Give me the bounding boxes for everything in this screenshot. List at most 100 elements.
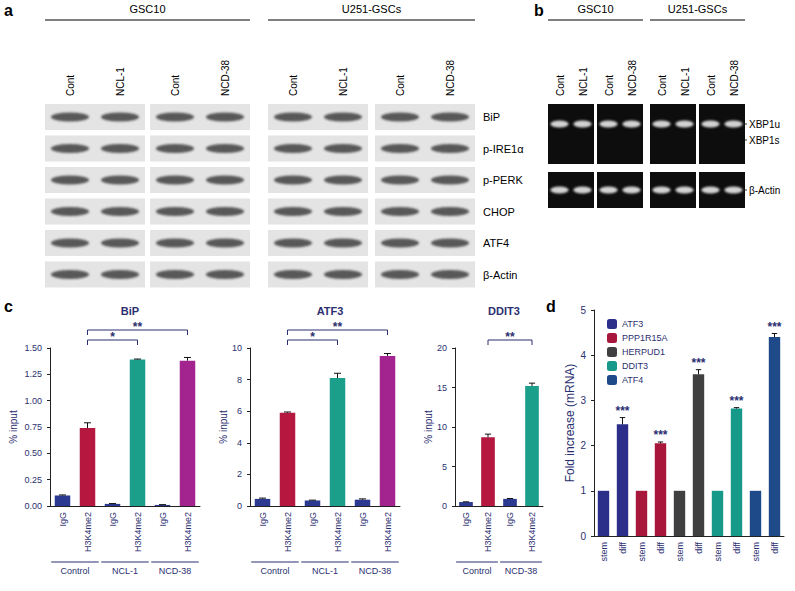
svg-text:**: ** <box>333 320 343 334</box>
svg-text:1.00: 1.00 <box>24 396 42 406</box>
svg-text:diff: diff <box>694 542 704 554</box>
svg-text:NCL-1: NCL-1 <box>115 67 126 96</box>
svg-text:IgG: IgG <box>358 512 368 527</box>
svg-text:15: 15 <box>437 383 447 393</box>
svg-text:IgG: IgG <box>158 512 168 527</box>
svg-text:NCL-1: NCL-1 <box>312 566 338 576</box>
svg-text:DDIT3: DDIT3 <box>488 305 520 317</box>
svg-text:Cont: Cont <box>170 75 181 96</box>
svg-text:Cont: Cont <box>288 75 299 96</box>
svg-text:GSC10: GSC10 <box>129 3 165 15</box>
svg-text:% input: % input <box>423 410 434 444</box>
svg-text:Cont: Cont <box>555 75 566 96</box>
svg-text:NCD-38: NCD-38 <box>729 59 740 96</box>
svg-text:NCD-38: NCD-38 <box>505 566 538 576</box>
svg-text:***: *** <box>729 394 743 408</box>
svg-text:IgG: IgG <box>461 512 471 527</box>
svg-text:DDIT3: DDIT3 <box>622 361 648 371</box>
svg-text:% input: % input <box>8 410 19 444</box>
svg-text:1.50: 1.50 <box>24 343 42 353</box>
svg-text:NCD-38: NCD-38 <box>627 59 638 96</box>
svg-text:4: 4 <box>580 350 586 361</box>
svg-text:NCL-1: NCL-1 <box>680 67 691 96</box>
svg-text:stem: stem <box>751 542 761 562</box>
svg-text:p-PERK: p-PERK <box>483 174 523 186</box>
svg-text:2: 2 <box>237 469 242 479</box>
svg-text:IgG: IgG <box>108 512 118 527</box>
svg-text:H3K4me2: H3K4me2 <box>183 512 193 552</box>
svg-text:*: * <box>110 330 115 344</box>
svg-text:*: * <box>310 330 315 344</box>
svg-text:H3K4me2: H3K4me2 <box>483 512 493 552</box>
svg-text:1: 1 <box>580 485 586 496</box>
svg-text:IgG: IgG <box>505 512 515 527</box>
svg-text:ATF4: ATF4 <box>622 375 643 385</box>
svg-text:**: ** <box>133 320 143 334</box>
svg-text:***: *** <box>767 320 781 334</box>
svg-text:H3K4me2: H3K4me2 <box>333 512 343 552</box>
svg-text:XBP1s: XBP1s <box>749 135 780 146</box>
svg-text:Cont: Cont <box>65 75 76 96</box>
svg-text:IgG: IgG <box>258 512 268 527</box>
svg-text:Cont: Cont <box>395 75 406 96</box>
svg-text:5: 5 <box>580 305 586 316</box>
svg-text:PPP1R15A: PPP1R15A <box>622 333 668 343</box>
svg-text:stem: stem <box>637 542 647 562</box>
svg-text:H3K4me2: H3K4me2 <box>527 512 537 552</box>
svg-text:5: 5 <box>442 462 447 472</box>
svg-text:NCD-38: NCD-38 <box>359 566 392 576</box>
svg-text:6: 6 <box>237 406 242 416</box>
svg-text:ATF3: ATF3 <box>622 319 643 329</box>
svg-text:10: 10 <box>437 422 447 432</box>
svg-text:HERPUD1: HERPUD1 <box>622 347 665 357</box>
svg-text:stem: stem <box>713 542 723 562</box>
svg-text:H3K4me2: H3K4me2 <box>383 512 393 552</box>
svg-text:ATF3: ATF3 <box>317 305 344 317</box>
svg-text:***: *** <box>691 356 705 370</box>
svg-text:NCL-1: NCL-1 <box>112 566 138 576</box>
svg-text:IgG: IgG <box>308 512 318 527</box>
svg-text:H3K4me2: H3K4me2 <box>283 512 293 552</box>
svg-text:H3K4me2: H3K4me2 <box>133 512 143 552</box>
svg-text:0.75: 0.75 <box>24 422 42 432</box>
svg-text:***: *** <box>615 404 629 418</box>
svg-text:H3K4me2: H3K4me2 <box>83 512 93 552</box>
svg-text:diff: diff <box>732 542 742 554</box>
svg-text:***: *** <box>653 428 667 442</box>
svg-text:Control: Control <box>60 566 89 576</box>
svg-text:diff: diff <box>770 542 780 554</box>
svg-text:U251-GSCs: U251-GSCs <box>668 3 728 15</box>
svg-text:Cont: Cont <box>604 75 615 96</box>
svg-text:Control: Control <box>462 566 491 576</box>
svg-text:NCL-1: NCL-1 <box>338 67 349 96</box>
svg-text:ATF4: ATF4 <box>483 237 509 249</box>
svg-text:p-IRE1α: p-IRE1α <box>483 143 524 155</box>
svg-text:0.50: 0.50 <box>24 448 42 458</box>
svg-text:β-Actin: β-Actin <box>483 269 517 281</box>
svg-text:NCL-1: NCL-1 <box>578 67 589 96</box>
svg-text:XBP1u: XBP1u <box>749 119 780 130</box>
svg-text:0.00: 0.00 <box>24 501 42 511</box>
svg-text:CHOP: CHOP <box>483 206 515 218</box>
svg-text:stem: stem <box>675 542 685 562</box>
svg-text:1.25: 1.25 <box>24 369 42 379</box>
svg-text:8: 8 <box>237 375 242 385</box>
svg-text:4: 4 <box>237 438 242 448</box>
svg-text:IgG: IgG <box>58 512 68 527</box>
svg-text:β-Actin: β-Actin <box>749 185 780 196</box>
svg-text:Cont: Cont <box>657 75 668 96</box>
svg-text:diff: diff <box>656 542 666 554</box>
svg-text:0.25: 0.25 <box>24 475 42 485</box>
svg-text:NCD-38: NCD-38 <box>159 566 192 576</box>
svg-text:2: 2 <box>580 440 586 451</box>
svg-text:**: ** <box>505 330 515 344</box>
svg-text:20: 20 <box>437 343 447 353</box>
svg-text:Cont: Cont <box>706 75 717 96</box>
svg-text:GSC10: GSC10 <box>577 3 613 15</box>
svg-text:U251-GSCs: U251-GSCs <box>342 3 402 15</box>
svg-text:Control: Control <box>260 566 289 576</box>
svg-text:diff: diff <box>618 542 628 554</box>
svg-text:% input: % input <box>218 410 229 444</box>
svg-text:0: 0 <box>442 501 447 511</box>
svg-text:0: 0 <box>580 531 586 542</box>
